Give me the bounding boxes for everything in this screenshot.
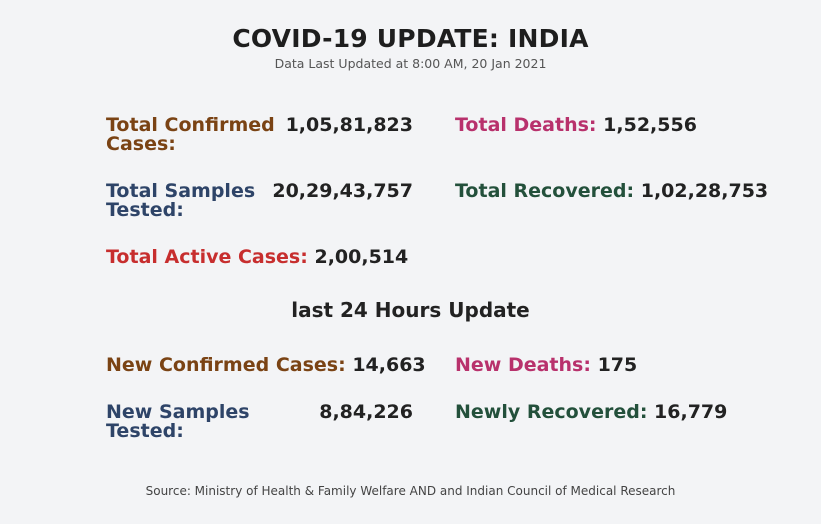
total-active-value: 2,00,514: [314, 246, 409, 268]
total-recovered-stat: Total Recovered: 1,02,28,753: [455, 182, 768, 201]
new-confirmed-label: New Confirmed Cases:: [106, 354, 346, 376]
new-deaths-value: 175: [597, 354, 638, 376]
new-deaths-label: New Deaths:: [455, 354, 591, 376]
new-samples-stat: New Samples Tested: 8,84,226: [106, 403, 413, 443]
last-24-hours-heading: last 24 Hours Update: [291, 298, 530, 322]
total-active-stat: Total Active Cases: 2,00,514: [106, 248, 408, 267]
total-confirmed-stat: Total Confirmed Cases: 1,05,81,823: [106, 116, 413, 156]
total-deaths-stat: Total Deaths: 1,52,556: [455, 116, 697, 135]
newly-recovered-label: Newly Recovered:: [455, 401, 648, 423]
new-confirmed-value: 14,663: [352, 354, 426, 376]
source-footer: Source: Ministry of Health & Family Welf…: [145, 484, 676, 498]
new-samples-label: New Samples Tested:: [106, 401, 250, 442]
total-samples-label: Total Samples Tested:: [106, 180, 256, 221]
newly-recovered-stat: Newly Recovered: 16,779: [455, 403, 727, 422]
total-deaths-value: 1,52,556: [603, 114, 697, 136]
total-confirmed-label: Total Confirmed Cases:: [106, 114, 275, 155]
total-samples-value: 20,29,43,757: [272, 180, 413, 202]
total-confirmed-value: 1,05,81,823: [285, 114, 413, 136]
total-recovered-label: Total Recovered:: [455, 180, 635, 202]
new-confirmed-stat: New Confirmed Cases: 14,663: [106, 356, 426, 375]
total-deaths-label: Total Deaths:: [455, 114, 597, 136]
page-title: COVID-19 UPDATE: INDIA: [232, 24, 589, 53]
newly-recovered-value: 16,779: [654, 401, 728, 423]
last-updated-text: Data Last Updated at 8:00 AM, 20 Jan 202…: [274, 56, 547, 71]
new-deaths-stat: New Deaths: 175: [455, 356, 637, 375]
total-active-label: Total Active Cases:: [106, 246, 308, 268]
total-samples-stat: Total Samples Tested: 20,29,43,757: [106, 182, 413, 222]
new-samples-value: 8,84,226: [319, 401, 413, 423]
total-recovered-value: 1,02,28,753: [640, 180, 769, 202]
